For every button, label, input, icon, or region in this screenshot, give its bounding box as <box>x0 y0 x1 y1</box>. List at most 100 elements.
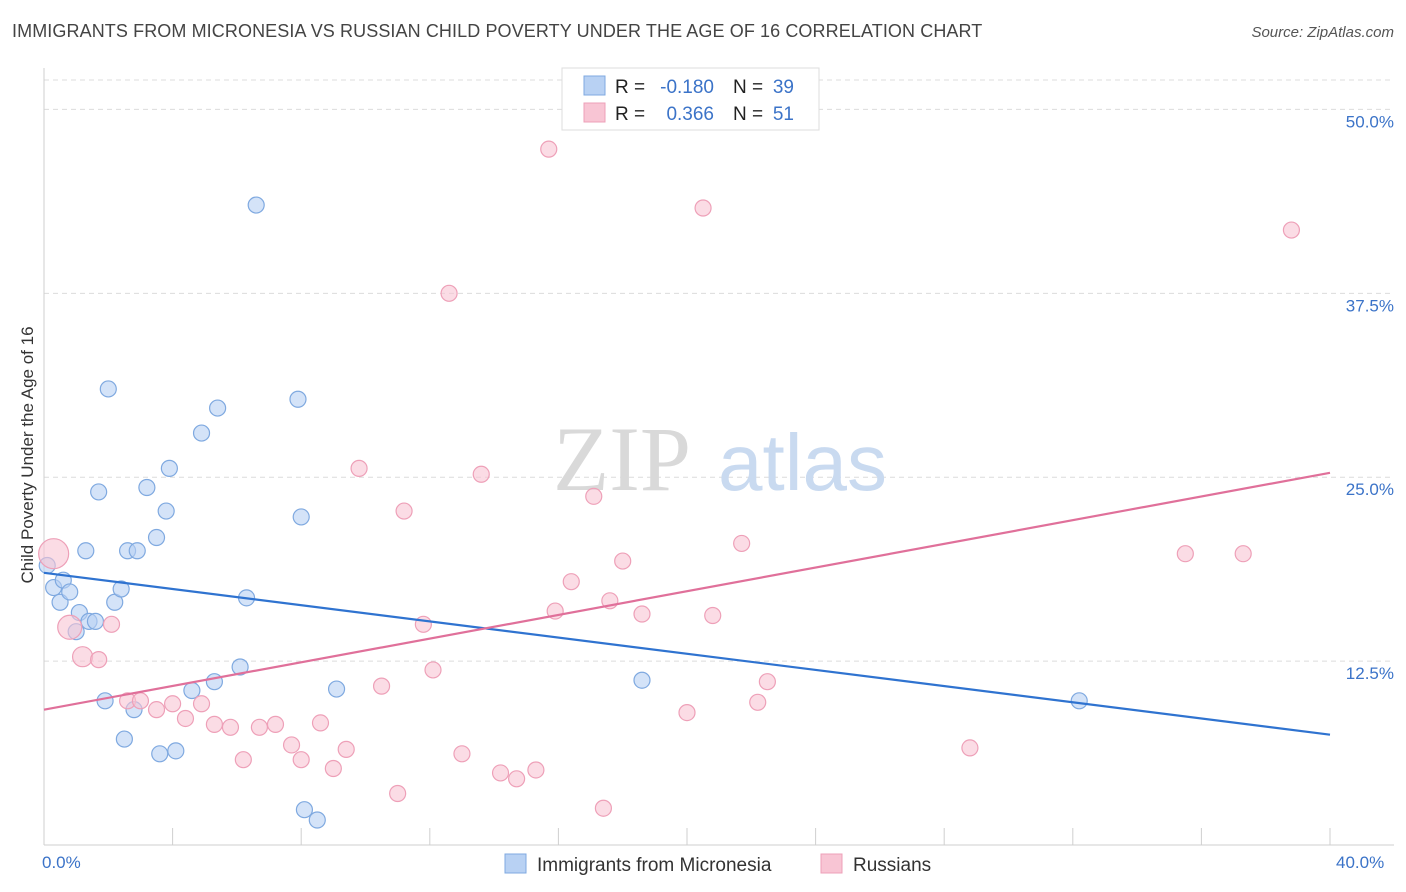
micronesia-point <box>77 542 95 560</box>
russians-point <box>57 614 83 640</box>
y-tick-label: 25.0% <box>1346 480 1394 499</box>
micronesia-trend-line <box>43 571 1331 736</box>
micronesia-point <box>61 583 79 601</box>
russians-point <box>147 701 166 719</box>
russians-point <box>585 487 603 505</box>
russians-point <box>176 709 195 728</box>
micronesia-point <box>247 196 265 214</box>
chart-title: IMMIGRANTS FROM MICRONESIA VS RUSSIAN CH… <box>12 21 983 41</box>
russians-point <box>733 534 751 553</box>
russians-point <box>961 739 979 757</box>
russians-point <box>282 736 301 754</box>
russians-point <box>71 646 94 668</box>
micronesia-point <box>115 730 133 748</box>
micronesia-point <box>160 459 178 477</box>
y-axis-label: Child Poverty Under the Age of 16 <box>18 326 37 583</box>
russians-point <box>453 745 471 763</box>
micronesia-point <box>167 742 185 760</box>
watermark-atlas: atlas <box>718 418 887 507</box>
x-tick-label-min: 0.0% <box>42 853 81 872</box>
russians-point <box>749 693 767 711</box>
micronesia-point <box>295 801 314 819</box>
russians-point <box>594 799 613 817</box>
micronesia-point <box>231 658 249 676</box>
x-tick-label-max: 40.0% <box>1336 853 1384 872</box>
micronesia-point <box>99 380 117 398</box>
russians-point <box>414 615 432 633</box>
watermark-zip: ZIP <box>553 408 691 510</box>
russians-point <box>311 714 330 732</box>
micronesia-point <box>289 390 307 408</box>
source-credit: Source: ZipAtlas.com <box>1251 24 1394 41</box>
x-ticks <box>43 828 1331 845</box>
micronesia-point <box>157 502 175 520</box>
russians-point <box>704 606 722 625</box>
russians-point <box>1176 545 1194 563</box>
russians-point <box>1282 221 1301 239</box>
axes-layer <box>43 68 1394 846</box>
legend-swatch-russians <box>583 102 606 123</box>
micronesia-point <box>205 673 223 691</box>
russians-point <box>1234 545 1252 563</box>
russians-point <box>562 573 580 591</box>
russians-point <box>292 751 310 769</box>
micronesia-point <box>308 811 326 829</box>
russians-point <box>350 459 368 477</box>
micronesia-point <box>112 580 130 598</box>
russians-point <box>527 761 545 779</box>
grid-layer <box>44 79 1394 662</box>
micronesia-point <box>128 542 146 560</box>
russians-point <box>131 692 150 710</box>
russians-point <box>266 715 285 733</box>
russians-point <box>678 703 696 722</box>
legend-n-label-micronesia: N = <box>733 77 763 98</box>
russians-point <box>491 764 510 782</box>
micronesia-point <box>138 478 156 497</box>
russians-point <box>164 695 182 713</box>
legend-r-label-micronesia: R = <box>615 77 645 98</box>
micronesia-point <box>96 692 114 710</box>
micronesia-point <box>1070 692 1088 710</box>
russians-point <box>250 718 269 736</box>
russians-point <box>192 695 211 713</box>
russians-point <box>205 715 223 733</box>
micronesia-point <box>90 483 108 501</box>
y-tick-label: 37.5% <box>1346 296 1394 315</box>
russians-trend-line <box>43 471 1331 711</box>
russians-point <box>508 770 526 788</box>
bottom-legend-swatch-russians <box>820 853 843 874</box>
bottom-legend-label-micronesia: Immigrants from Micronesia <box>537 855 772 876</box>
legend-n-value-micronesia: 39 <box>773 77 794 98</box>
russians-point <box>102 615 121 633</box>
micronesia-point <box>147 528 166 547</box>
legend-r-value-micronesia: -0.180 <box>660 77 714 98</box>
y-tick-label: 50.0% <box>1346 112 1394 131</box>
correlation-legend: R = -0.180 N = 39 R = 0.366 N = 51 <box>561 67 820 131</box>
series-legend: Immigrants from Micronesia Russians <box>504 853 931 876</box>
russians-point <box>389 784 407 803</box>
russians-point <box>440 284 458 302</box>
russians-point <box>424 661 442 679</box>
micronesia-point <box>633 671 651 689</box>
trend-layer <box>43 471 1331 736</box>
russians-point <box>324 759 342 778</box>
y-tick-label: 12.5% <box>1346 664 1394 683</box>
russians-point <box>38 538 70 570</box>
bottom-legend-swatch-micronesia <box>504 853 527 874</box>
micronesia-point <box>327 680 346 698</box>
russians-point <box>694 199 712 217</box>
russians-point <box>614 552 632 570</box>
micronesia-point <box>209 399 227 417</box>
russians-point <box>395 502 413 520</box>
legend-r-label-russians: R = <box>615 104 645 125</box>
russians-point <box>234 751 252 769</box>
russians-point <box>472 465 490 483</box>
watermark: ZIP atlas <box>553 408 887 510</box>
russians-point <box>758 673 776 691</box>
russians-point <box>221 718 240 736</box>
micronesia-point <box>192 424 211 442</box>
russians-point <box>633 605 651 623</box>
bottom-legend-label-russians: Russians <box>853 855 931 876</box>
legend-n-label-russians: N = <box>733 104 763 125</box>
